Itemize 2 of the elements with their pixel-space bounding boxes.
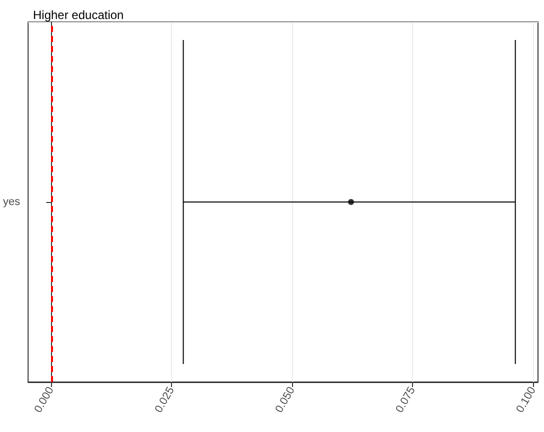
chart-title: Higher education: [33, 8, 124, 22]
y-tick-label: yes: [2, 196, 21, 208]
